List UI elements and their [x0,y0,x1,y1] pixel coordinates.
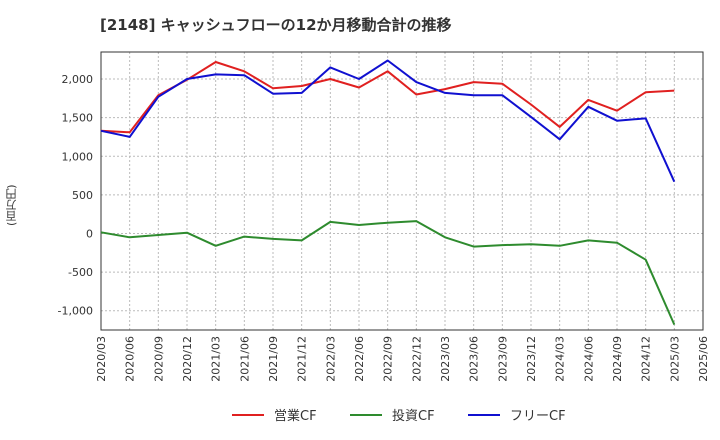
x-tick-label: 2022/12 [410,336,423,382]
x-tick-label: 2025/06 [697,336,710,382]
x-tick-label: 2020/09 [152,336,165,382]
x-tick-label: 2020/06 [124,336,137,382]
y-tick-label: 500 [72,189,93,202]
plot-area [100,51,704,331]
x-tick-label: 2022/03 [324,336,337,382]
x-tick-label: 2023/06 [468,336,481,382]
legend-label: フリーCF [510,409,566,424]
y-tick-label: -1,000 [58,305,93,318]
y-tick-label: -500 [68,266,93,279]
x-tick-label: 2021/06 [238,336,251,382]
x-tick-label: 2020/03 [95,336,108,382]
x-tick-label: 2024/06 [582,336,595,382]
y-tick-label: 1,500 [62,112,94,125]
x-tick-label: 2022/06 [353,336,366,382]
x-tick-label: 2024/12 [640,336,653,382]
legend-label: 投資CF [392,408,435,424]
y-tick-label: 0 [86,227,93,240]
x-tick-label: 2024/03 [554,336,567,382]
x-tick-label: 2023/03 [439,336,452,382]
x-tick-label: 2025/03 [668,336,681,382]
x-tick-label: 2021/03 [210,336,223,382]
x-tick-label: 2021/09 [267,336,280,382]
x-tick-label: 2023/12 [525,336,538,382]
x-tick-label: 2024/09 [611,336,624,382]
series-line [100,59,676,183]
x-tick-label: 2022/09 [382,336,395,382]
series-line [100,220,676,326]
x-tick-label: 2020/12 [181,336,194,382]
x-tick-label: 2023/09 [496,336,509,382]
x-tick-label: 2021/12 [296,336,309,382]
y-tick-label: 2,000 [62,73,94,86]
y-tick-label: 1,000 [62,150,94,163]
series-line [100,61,675,134]
legend-label: 営業CF [274,408,317,424]
chart-title: [2148] キャッシュフローの12か月移動合計の推移 [100,16,452,34]
